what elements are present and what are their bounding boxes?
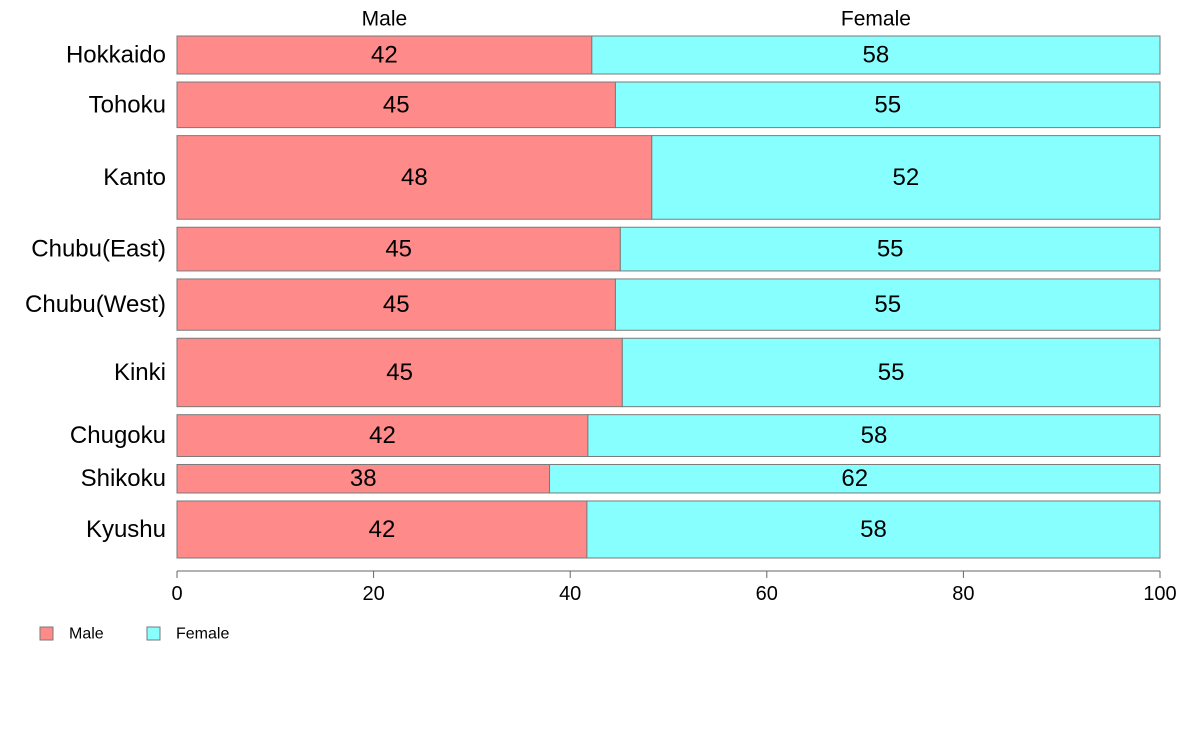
category-label-shikoku: Shikoku	[81, 465, 166, 492]
value-label-female-tohoku: 55	[874, 91, 901, 118]
legend-swatch-female	[146, 626, 161, 641]
category-label-chubu-west: Chubu(West)	[25, 291, 166, 318]
value-label-male-chubu-west: 45	[383, 291, 410, 318]
bar-female-kanto	[651, 135, 1161, 220]
bar-male-chugoku	[176, 414, 589, 457]
bar-male-hokkaido	[176, 35, 593, 75]
value-label-female-kinki: 55	[878, 359, 905, 386]
column-headers: Male Female	[362, 8, 911, 31]
value-label-female-hokkaido: 58	[863, 42, 890, 69]
bar-female-kinki	[621, 337, 1161, 408]
category-label-hokkaido: Hokkaido	[66, 42, 166, 69]
value-label-male-chubu-east: 45	[385, 236, 412, 263]
legend-swatch-male	[39, 626, 54, 641]
value-labels: 42 58 45 55 48 52 45 55 45 55 45 55 42 58 38 62 42 58	[350, 42, 919, 543]
bar-female-shikoku	[549, 463, 1161, 494]
category-labels: Hokkaido Tohoku Kanto Chubu(East) Chubu(West…	[25, 42, 166, 543]
bar-male-kanto	[176, 135, 653, 220]
column-header-female: Female	[841, 8, 911, 31]
bar-female-kyushu	[586, 500, 1161, 559]
category-label-kyushu: Kyushu	[86, 516, 166, 543]
value-label-male-kyushu: 42	[369, 516, 396, 543]
legend-label-male: Male	[69, 626, 104, 643]
column-header-male: Male	[362, 8, 408, 31]
category-label-chubu-east: Chubu(East)	[31, 236, 166, 263]
value-label-male-kinki: 45	[386, 359, 413, 386]
legend: Male Female	[39, 626, 229, 643]
bar-female-chugoku	[587, 414, 1161, 457]
value-label-female-kyushu: 58	[860, 516, 887, 543]
value-label-male-kanto: 48	[401, 164, 428, 191]
value-label-female-chubu-west: 55	[874, 291, 901, 318]
value-label-female-shikoku: 62	[841, 465, 868, 492]
value-label-male-chugoku: 42	[369, 422, 396, 449]
x-tick-label-60: 60	[756, 583, 778, 605]
x-tick-label-80: 80	[952, 583, 974, 605]
value-label-female-chugoku: 58	[861, 422, 888, 449]
x-tick-label-40: 40	[559, 583, 581, 605]
value-label-female-kanto: 52	[893, 164, 920, 191]
bar-male-kyushu	[176, 500, 588, 559]
bar-male-chubu-west	[176, 278, 616, 331]
bar-female-tohoku	[614, 81, 1161, 129]
bar-female-hokkaido	[591, 35, 1161, 75]
value-label-male-hokkaido: 42	[371, 42, 398, 69]
value-label-female-chubu-east: 55	[877, 236, 904, 263]
x-axis: 0 20 40 60 80 100	[171, 570, 1177, 605]
category-label-kanto: Kanto	[103, 164, 166, 191]
bar-female-chubu-west	[614, 278, 1161, 331]
x-tick-label-0: 0	[171, 583, 182, 605]
value-label-male-shikoku: 38	[350, 465, 377, 492]
category-label-kinki: Kinki	[114, 359, 166, 386]
bar-male-tohoku	[176, 81, 616, 129]
category-label-chugoku: Chugoku	[70, 422, 166, 449]
value-label-male-tohoku: 45	[383, 91, 410, 118]
x-tick-label-100: 100	[1143, 583, 1176, 605]
x-tick-label-20: 20	[362, 583, 384, 605]
category-label-tohoku: Tohoku	[89, 91, 166, 118]
bar-female-chubu-east	[619, 226, 1161, 272]
bars	[176, 35, 1161, 559]
legend-label-female: Female	[176, 626, 229, 643]
bar-male-chubu-east	[176, 226, 621, 272]
